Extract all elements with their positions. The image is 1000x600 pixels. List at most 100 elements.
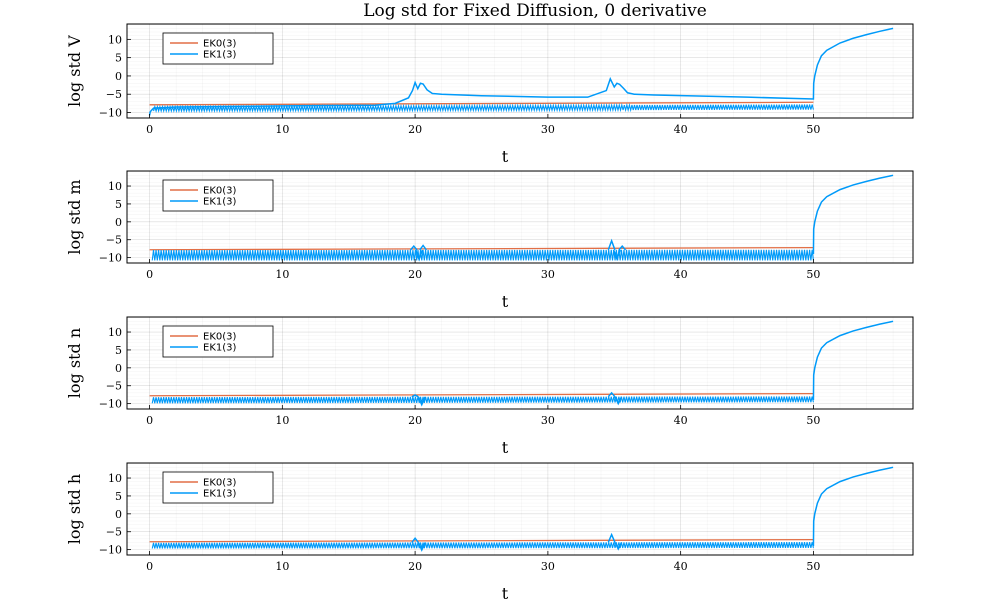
y-axis-label: log std m <box>65 179 84 254</box>
plot-frame <box>126 23 914 119</box>
legend: EK0(3)EK1(3) <box>162 325 274 358</box>
legend: EK0(3)EK1(3) <box>162 471 274 504</box>
y-tick-label: 5 <box>115 490 122 503</box>
legend-label: EK1(3) <box>203 343 237 354</box>
y-tick-label: −5 <box>106 234 122 247</box>
x-tick-label: 20 <box>408 268 422 281</box>
legend: EK0(3)EK1(3) <box>162 179 274 212</box>
series-ek1-oscillation <box>151 249 814 261</box>
x-tick-label: 40 <box>674 268 688 281</box>
x-tick-label: 50 <box>806 560 820 573</box>
legend-box <box>162 179 274 212</box>
legend-box <box>162 32 274 65</box>
y-tick-label: 5 <box>115 52 122 65</box>
series-ek1-spike <box>607 532 616 543</box>
y-tick-label: 10 <box>108 326 122 339</box>
y-tick-label: 0 <box>115 70 122 83</box>
y-tick-label: 5 <box>115 198 122 211</box>
series-ek1-spike <box>419 244 428 251</box>
x-tick-label: 30 <box>541 268 555 281</box>
x-tick-label: 40 <box>674 560 688 573</box>
y-tick-label: 10 <box>108 33 122 46</box>
x-tick-label: 10 <box>275 123 289 136</box>
x-axis-label: t <box>502 292 509 311</box>
minor-grid <box>127 463 913 555</box>
legend-label: EK0(3) <box>203 186 237 197</box>
plot-frame <box>126 462 914 556</box>
legend-label: EK0(3) <box>203 39 237 50</box>
series-ek1-oscillation <box>151 541 814 549</box>
legend-label: EK1(3) <box>203 489 237 500</box>
series-ek1-spike <box>607 238 616 251</box>
y-tick-label: 0 <box>115 216 122 229</box>
y-axis-label: log std h <box>65 474 84 544</box>
series-ek1 <box>812 320 894 401</box>
y-tick-label: −10 <box>99 252 122 265</box>
chart-title: Log std for Fixed Diffusion, 0 derivativ… <box>363 1 707 21</box>
series-ek1-oscillation <box>151 396 814 404</box>
y-axis-label: log std V <box>65 35 84 107</box>
x-tick-label: 0 <box>146 123 153 136</box>
x-tick-label: 40 <box>674 414 688 427</box>
series-ek1-spike <box>614 541 623 551</box>
plot-frame <box>126 170 914 264</box>
y-tick-label: 0 <box>115 508 122 521</box>
x-tick-label: 0 <box>146 560 153 573</box>
series-ek1-spike <box>607 391 616 398</box>
legend-box <box>162 325 274 358</box>
y-tick-label: −5 <box>106 526 122 539</box>
series-ek1-spike <box>612 249 621 261</box>
legend-label: EK0(3) <box>203 478 237 489</box>
series-ek1 <box>148 27 894 116</box>
series-ek1-spike <box>411 536 420 543</box>
panel-3: 0 10 20 30 40 50 −10 −5 0 5 10 t log std n EK0(3)EK1(… <box>65 316 914 457</box>
x-axis-label: t <box>502 147 509 166</box>
y-tick-label: −10 <box>99 398 122 411</box>
legend-label: EK0(3) <box>203 332 237 343</box>
x-tick-label: 0 <box>146 414 153 427</box>
x-tick-label: 30 <box>541 414 555 427</box>
x-tick-label: 10 <box>275 268 289 281</box>
series-ek1-oscillation <box>153 102 814 114</box>
series-ek1-spike <box>614 396 623 406</box>
series-ek0 <box>149 538 814 543</box>
series-ek1-spike <box>415 249 424 262</box>
x-axis-label: t <box>502 584 509 600</box>
legend: EK0(3)EK1(3) <box>162 32 274 65</box>
series-ek1 <box>812 466 894 547</box>
series-ek0 <box>149 392 814 397</box>
x-tick-label: 20 <box>408 560 422 573</box>
series-ek1-spike <box>417 396 426 407</box>
y-tick-label: −5 <box>106 380 122 393</box>
x-tick-label: 30 <box>541 560 555 573</box>
y-tick-label: 5 <box>115 344 122 357</box>
x-tick-label: 10 <box>275 560 289 573</box>
y-tick-label: −10 <box>99 107 122 120</box>
series-ek1-spike <box>409 245 418 251</box>
panel-4: 0 10 20 30 40 50 −10 −5 0 5 10 t log std h EK0(3)EK1(… <box>65 462 914 600</box>
x-tick-label: 20 <box>408 414 422 427</box>
series-ek1-spike <box>417 542 426 552</box>
panel-2: 0 10 20 30 40 50 −10 −5 0 5 10 t log std m EK0(3)EK1(… <box>65 170 914 311</box>
legend-box <box>162 471 274 504</box>
y-tick-label: −10 <box>99 544 122 557</box>
series-ek0 <box>149 246 814 251</box>
x-tick-label: 10 <box>275 414 289 427</box>
y-tick-label: 10 <box>108 180 122 193</box>
y-tick-label: 0 <box>115 362 122 375</box>
y-tick-label: −5 <box>106 88 122 101</box>
x-tick-label: 50 <box>806 414 820 427</box>
y-axis-label: log std n <box>65 328 84 398</box>
x-tick-label: 0 <box>146 268 153 281</box>
x-axis-label: t <box>502 438 509 457</box>
panel-1: 0 10 20 30 40 50 −10 −5 0 5 10 t log std V EK0(3)EK1(… <box>65 23 914 166</box>
legend-label: EK1(3) <box>203 197 237 208</box>
x-tick-label: 30 <box>541 123 555 136</box>
legend-label: EK1(3) <box>203 50 237 61</box>
plot-frame <box>126 316 914 410</box>
series-ek0 <box>149 101 814 106</box>
series-ek1 <box>812 174 894 255</box>
x-tick-label: 40 <box>674 123 688 136</box>
